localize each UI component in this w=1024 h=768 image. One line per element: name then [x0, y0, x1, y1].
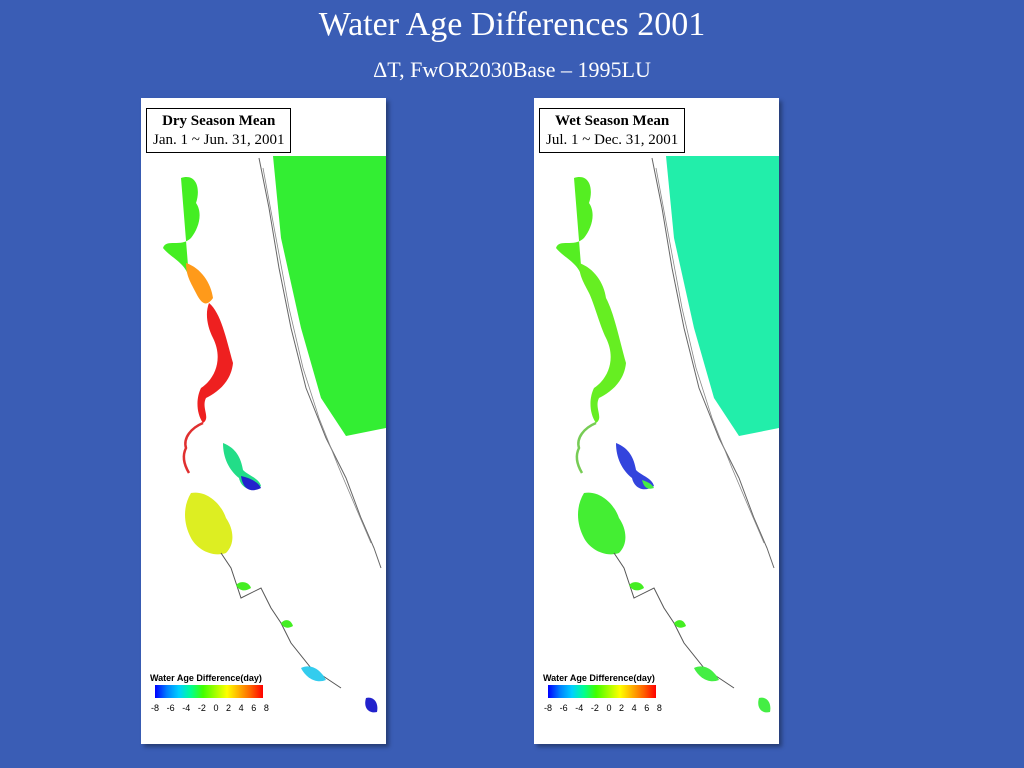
east-lake	[616, 443, 654, 490]
legend-tick: -4	[182, 703, 191, 713]
river-upper	[556, 177, 593, 278]
legend-tick: 2	[226, 703, 232, 713]
legend-tick: 4	[631, 703, 637, 713]
middle-lake	[578, 492, 626, 555]
legend-tick: 6	[251, 703, 257, 713]
legend-tick: 0	[213, 703, 219, 713]
coastline	[258, 157, 382, 569]
wet-legend-title: Water Age Difference(day)	[543, 673, 655, 683]
legend-tick: 8	[263, 703, 269, 713]
lower-channel	[220, 552, 342, 689]
ocean-region	[666, 156, 779, 436]
legend-tick: 8	[656, 703, 662, 713]
yellow-lake	[185, 492, 233, 555]
dry-season-map	[163, 156, 386, 713]
legend-tick: -8	[151, 703, 160, 713]
wet-season-title: Wet Season Mean	[555, 113, 670, 129]
river-red-channel	[182, 421, 204, 474]
dry-season-label: Dry Season Mean Jan. 1 ~ Jun. 31, 2001	[146, 108, 292, 153]
legend-tick: -6	[166, 703, 175, 713]
east-lake-tip	[642, 480, 654, 489]
coastline-inner	[262, 167, 372, 544]
wet-season-map	[556, 156, 779, 713]
dry-legend-colorbar	[155, 685, 263, 698]
lower-patch-2	[674, 620, 686, 628]
legend-tick: 6	[644, 703, 650, 713]
dry-season-title: Dry Season Mean	[162, 113, 276, 129]
dry-legend-title: Water Age Difference(day)	[150, 673, 262, 683]
coastline-inner	[655, 167, 765, 544]
river-channel	[575, 421, 597, 474]
lower-channel	[613, 552, 735, 689]
legend-tick: -2	[197, 703, 206, 713]
legend-tick: -6	[559, 703, 568, 713]
legend-tick: -2	[590, 703, 599, 713]
east-lake-blue	[241, 476, 261, 491]
legend-tick: -8	[544, 703, 553, 713]
lower-patch-2	[281, 620, 293, 628]
lower-patch-1	[236, 582, 251, 591]
dry-legend-ticks: -8 -6 -4 -2 0 2 4 6 8	[151, 703, 269, 713]
ocean-region	[273, 156, 386, 436]
wet-season-dates: Jul. 1 ~ Dec. 31, 2001	[546, 132, 679, 148]
legend-tick: 2	[619, 703, 625, 713]
legend-tick: 4	[238, 703, 244, 713]
lower-patch-3	[694, 666, 719, 682]
coastline	[651, 157, 775, 569]
dry-season-dates: Jan. 1 ~ Jun. 31, 2001	[153, 132, 285, 148]
wet-season-map-panel: Wet Season Mean Jul. 1 ~ Dec. 31, 2001 W…	[534, 98, 779, 744]
east-lake	[223, 443, 261, 490]
legend-tick: 0	[606, 703, 612, 713]
slide-subtitle: ΔT, FwOR2030Base – 1995LU	[373, 57, 651, 82]
river-upper	[163, 177, 200, 278]
wet-legend-ticks: -8 -6 -4 -2 0 2 4 6 8	[544, 703, 662, 713]
lower-patch-4	[365, 697, 378, 713]
wet-legend-colorbar	[548, 685, 656, 698]
wet-season-label: Wet Season Mean Jul. 1 ~ Dec. 31, 2001	[539, 108, 686, 153]
river-mid	[579, 263, 626, 423]
lower-patch-3	[301, 666, 326, 682]
river-red	[197, 303, 233, 423]
lower-patch-1	[629, 582, 644, 591]
legend-tick: -4	[575, 703, 584, 713]
river-orange	[186, 263, 213, 304]
lower-patch-4	[758, 697, 771, 713]
slide-title: Water Age Differences 2001	[318, 6, 706, 43]
dry-season-map-panel: Dry Season Mean Jan. 1 ~ Jun. 31, 2001 W…	[141, 98, 386, 744]
